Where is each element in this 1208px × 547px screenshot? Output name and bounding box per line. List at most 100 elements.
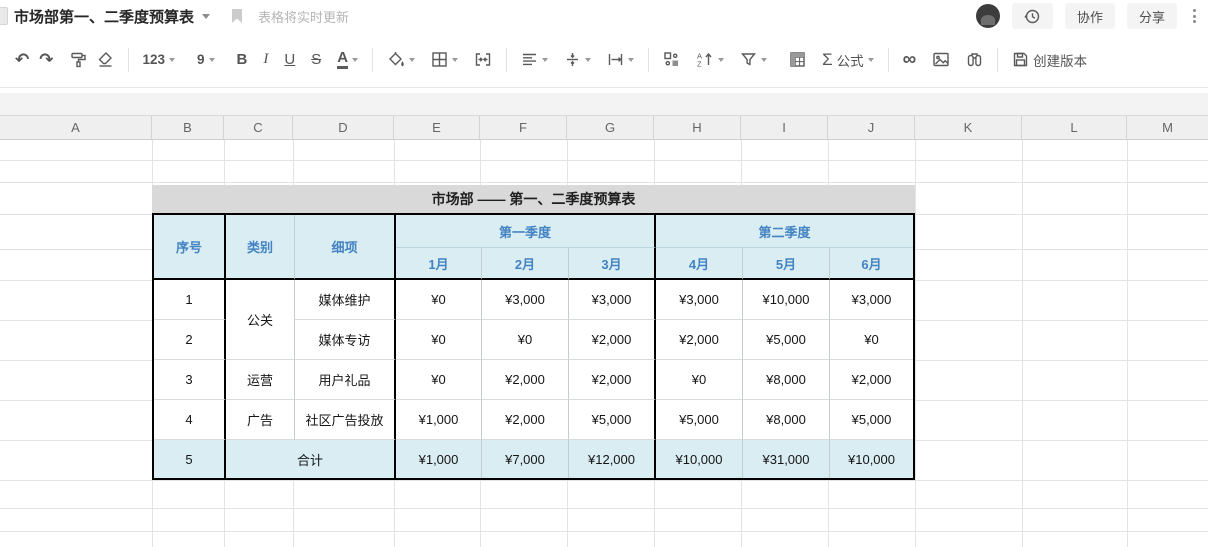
header-cell-month[interactable]: 2月	[482, 248, 569, 280]
cell-value[interactable]: ¥0	[482, 320, 569, 360]
header-cell-month[interactable]: 3月	[569, 248, 656, 280]
cell-value[interactable]: ¥1,000	[396, 400, 482, 440]
cell-value[interactable]: ¥5,000	[569, 400, 656, 440]
header-cell-q1[interactable]: 第一季度	[396, 215, 656, 248]
bold-button[interactable]: B	[236, 51, 248, 68]
cell-value[interactable]: ¥0	[656, 360, 743, 400]
cell-value[interactable]: ¥0	[830, 320, 913, 360]
undo-button[interactable]: ↶	[15, 50, 30, 69]
spreadsheet-grid[interactable]: 市场部 —— 第一、二季度预算表 序号 类别 细项 第一季度 第二季度 1月 2…	[0, 140, 1208, 547]
cell-value[interactable]: ¥3,000	[569, 280, 656, 320]
cell-value[interactable]: ¥3,000	[656, 280, 743, 320]
column-header-l[interactable]: L	[1022, 116, 1127, 139]
cell-item[interactable]: 社区广告投放	[295, 400, 396, 440]
clear-format-button[interactable]	[92, 47, 119, 72]
column-header-j[interactable]: J	[828, 116, 915, 139]
header-cell-month[interactable]: 1月	[396, 248, 482, 280]
cell-row-num[interactable]: 4	[154, 400, 226, 440]
column-header-b[interactable]: B	[152, 116, 224, 139]
find-replace-button[interactable]	[961, 47, 988, 72]
redo-button[interactable]: ↷	[39, 50, 54, 69]
column-header-f[interactable]: F	[480, 116, 567, 139]
vertical-align-button[interactable]	[559, 47, 596, 72]
underline-button[interactable]: U	[284, 51, 296, 68]
more-menu-icon[interactable]	[1189, 5, 1200, 27]
cell-value[interactable]: ¥2,000	[569, 360, 656, 400]
cell-value[interactable]: ¥10,000	[743, 280, 830, 320]
header-cell-month[interactable]: 5月	[743, 248, 830, 280]
fill-color-button[interactable]	[382, 47, 420, 73]
cell-value[interactable]: ¥5,000	[830, 400, 913, 440]
horizontal-align-button[interactable]	[516, 47, 553, 72]
number-format-button[interactable]: 123	[138, 48, 181, 71]
header-cell-index[interactable]: 序号	[154, 215, 226, 280]
cell-value[interactable]: ¥2,000	[656, 320, 743, 360]
cell-item[interactable]: 媒体专访	[295, 320, 396, 360]
merge-cells-button[interactable]	[469, 47, 497, 72]
cell-value[interactable]: ¥0	[396, 280, 482, 320]
create-version-button[interactable]: 创建版本	[1007, 46, 1092, 74]
bookmark-icon[interactable]	[232, 9, 243, 23]
history-button[interactable]	[1011, 3, 1053, 29]
title-dropdown-icon[interactable]	[202, 13, 211, 19]
column-header-m[interactable]: M	[1162, 120, 1173, 135]
cell-value[interactable]: ¥3,000	[482, 280, 569, 320]
cell-total-label[interactable]: 合计	[226, 440, 396, 478]
cell-row-num[interactable]: 5	[154, 440, 226, 478]
column-header-a[interactable]: A	[0, 116, 152, 139]
cell-total-value[interactable]: ¥7,000	[482, 440, 569, 478]
text-wrap-button[interactable]	[602, 47, 639, 72]
header-cell-month[interactable]: 6月	[830, 248, 913, 280]
cell-value[interactable]: ¥5,000	[743, 320, 830, 360]
insert-image-button[interactable]	[927, 47, 955, 72]
share-button[interactable]: 分享	[1126, 3, 1177, 29]
cell-value[interactable]: ¥2,000	[482, 360, 569, 400]
cell-value[interactable]: ¥2,000	[830, 360, 913, 400]
column-header-k[interactable]: K	[915, 116, 1022, 139]
cell-value[interactable]: ¥2,000	[482, 400, 569, 440]
cell-total-value[interactable]: ¥31,000	[743, 440, 830, 478]
cell-value[interactable]: ¥8,000	[743, 400, 830, 440]
filter-button[interactable]	[735, 47, 772, 72]
formula-button[interactable]: Σ 公式	[817, 46, 879, 74]
strikethrough-button[interactable]: S	[311, 51, 322, 68]
cell-value[interactable]: ¥2,000	[569, 320, 656, 360]
cell-item[interactable]: 用户礼品	[295, 360, 396, 400]
column-header-d[interactable]: D	[293, 116, 394, 139]
cell-value[interactable]: ¥8,000	[743, 360, 830, 400]
insert-link-button[interactable]: ∞	[902, 49, 917, 70]
column-header-e[interactable]: E	[394, 116, 480, 139]
cell-total-value[interactable]: ¥12,000	[569, 440, 656, 478]
cell-value[interactable]: ¥0	[396, 320, 482, 360]
cell-category[interactable]: 广告	[226, 400, 295, 440]
avatar[interactable]	[975, 4, 1000, 28]
header-cell-q2[interactable]: 第二季度	[656, 215, 913, 248]
cell-total-value[interactable]: ¥10,000	[830, 440, 913, 478]
header-cell-category[interactable]: 类别	[226, 215, 295, 280]
pivot-table-button[interactable]	[658, 47, 685, 72]
cell-total-value[interactable]: ¥1,000	[396, 440, 482, 478]
column-header-i[interactable]: I	[741, 116, 828, 139]
header-cell-month[interactable]: 4月	[656, 248, 743, 280]
sort-button[interactable]: A Z	[691, 47, 729, 72]
document-title[interactable]: 市场部第一、二季度预算表	[14, 8, 195, 26]
column-header-g[interactable]: G	[567, 116, 654, 139]
cell-row-num[interactable]: 1	[154, 280, 226, 320]
column-header-c[interactable]: C	[224, 116, 293, 139]
header-cell-item[interactable]: 细项	[295, 215, 396, 280]
collaborate-button[interactable]: 协作	[1064, 3, 1115, 29]
cell-value[interactable]: ¥0	[396, 360, 482, 400]
cell-value[interactable]: ¥5,000	[656, 400, 743, 440]
borders-button[interactable]	[426, 47, 463, 72]
cell-row-num[interactable]: 3	[154, 360, 226, 400]
font-size-button[interactable]: 9	[192, 48, 220, 71]
table-title-cell[interactable]: 市场部 —— 第一、二季度预算表	[152, 185, 915, 213]
freeze-button[interactable]	[784, 47, 811, 72]
cell-category[interactable]: 公关	[226, 280, 295, 360]
format-painter-button[interactable]	[65, 47, 92, 72]
italic-button[interactable]: I	[263, 51, 269, 67]
cell-value[interactable]: ¥3,000	[830, 280, 913, 320]
column-header-h[interactable]: H	[654, 116, 741, 139]
cell-category[interactable]: 运营	[226, 360, 295, 400]
formula-bar[interactable]	[0, 89, 1208, 115]
